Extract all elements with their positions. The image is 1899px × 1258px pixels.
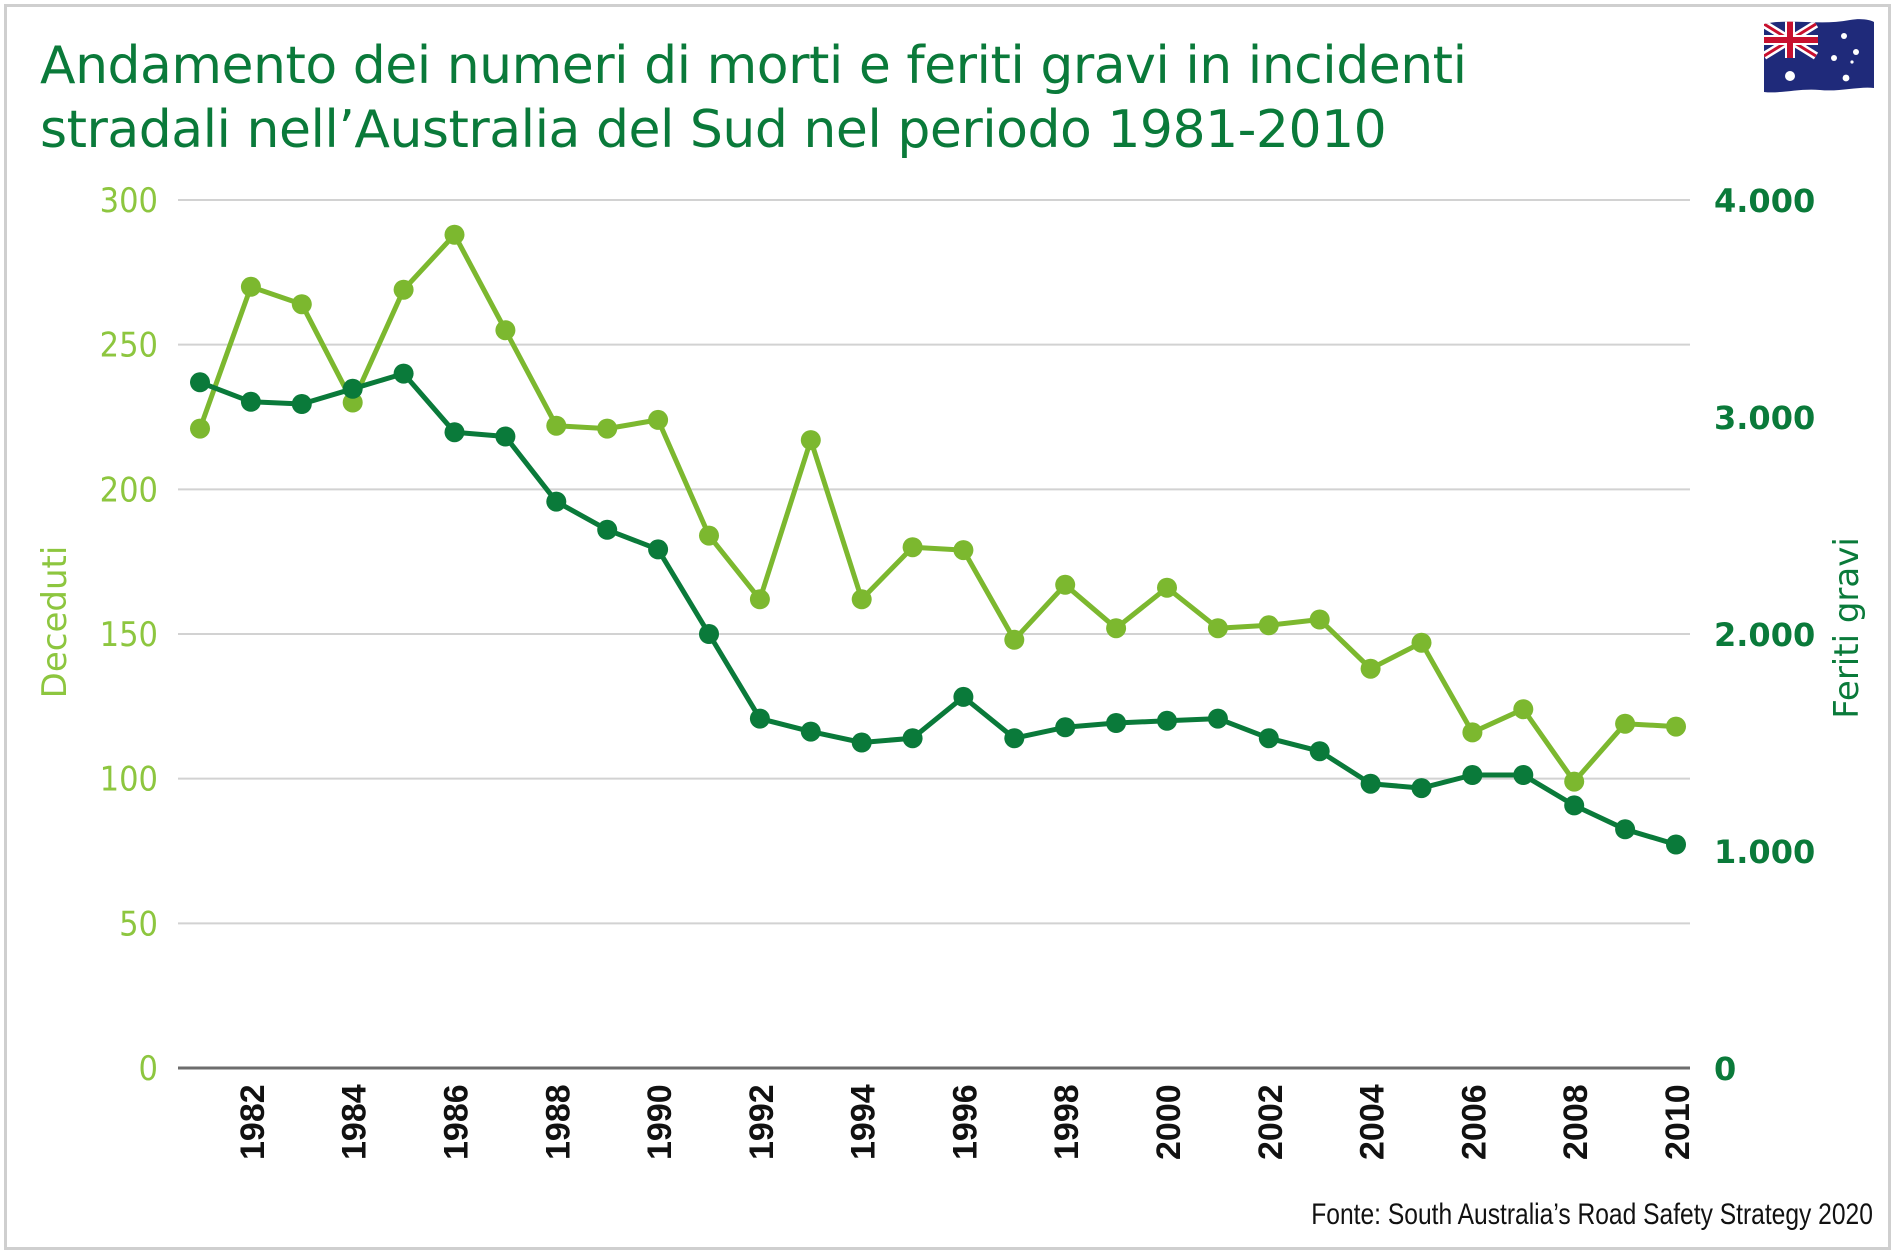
x-tick-label: 2004 bbox=[1354, 1084, 1392, 1160]
data-point-feriti-gravi bbox=[597, 519, 618, 540]
data-point-deceduti bbox=[1309, 609, 1330, 630]
data-point-deceduti bbox=[495, 320, 516, 341]
y-right-tick-label: 3.000 bbox=[1714, 399, 1815, 437]
data-point-deceduti bbox=[1462, 722, 1483, 743]
data-point-deceduti bbox=[699, 525, 719, 546]
data-point-feriti-gravi bbox=[342, 378, 363, 399]
data-point-feriti-gravi bbox=[851, 732, 872, 753]
data-point-feriti-gravi bbox=[444, 422, 465, 443]
data-point-deceduti bbox=[1564, 771, 1585, 792]
y-right-tick-label: 1.000 bbox=[1714, 833, 1815, 871]
data-point-feriti-gravi bbox=[291, 394, 312, 414]
x-tick-label: 1988 bbox=[539, 1084, 577, 1160]
data-point-deceduti bbox=[1615, 713, 1636, 734]
data-point-feriti-gravi bbox=[546, 491, 567, 512]
data-point-feriti-gravi bbox=[648, 539, 669, 560]
x-tick-label: 1992 bbox=[743, 1084, 781, 1160]
x-tick-label: 1986 bbox=[437, 1084, 475, 1160]
data-point-deceduti bbox=[1411, 632, 1432, 653]
data-point-deceduti bbox=[648, 409, 669, 430]
chart-frame bbox=[4, 4, 1891, 1250]
data-point-feriti-gravi bbox=[1309, 741, 1330, 762]
chart-title: Andamento dei numeri di morti e feriti g… bbox=[40, 34, 1540, 162]
data-point-deceduti bbox=[342, 392, 363, 413]
data-point-deceduti bbox=[1207, 618, 1228, 639]
y-right-tick-label: 2.000 bbox=[1714, 616, 1815, 654]
data-point-feriti-gravi bbox=[1666, 834, 1686, 855]
x-tick-label: 2006 bbox=[1455, 1084, 1493, 1160]
data-point-deceduti bbox=[393, 279, 414, 300]
data-point-feriti-gravi bbox=[749, 708, 770, 729]
y-left-tick-label: 0 bbox=[139, 1049, 158, 1089]
data-point-feriti-gravi bbox=[495, 426, 516, 447]
data-point-feriti-gravi bbox=[800, 721, 821, 742]
data-point-feriti-gravi bbox=[1157, 710, 1177, 731]
data-point-deceduti bbox=[1106, 618, 1127, 639]
x-tick-label: 1994 bbox=[845, 1084, 883, 1160]
y-right-axis-label: Feriti gravi bbox=[1827, 537, 1867, 719]
x-tick-label: 2008 bbox=[1557, 1084, 1595, 1160]
x-tick-label: 1990 bbox=[641, 1084, 679, 1160]
x-tick-label: 1984 bbox=[336, 1084, 374, 1160]
data-point-deceduti bbox=[1360, 658, 1381, 679]
x-tick-label: 2010 bbox=[1659, 1084, 1697, 1160]
data-point-deceduti bbox=[953, 540, 974, 561]
data-point-deceduti bbox=[1666, 716, 1686, 737]
chart-title-line-1: Andamento dei numeri di morti e feriti g… bbox=[40, 36, 1467, 96]
y-left-tick-label: 200 bbox=[100, 470, 158, 510]
data-point-deceduti bbox=[1157, 577, 1177, 598]
data-point-feriti-gravi bbox=[1513, 765, 1534, 785]
data-point-deceduti bbox=[1258, 615, 1279, 636]
y-left-axis-label: Deceduti bbox=[35, 546, 75, 699]
data-point-deceduti bbox=[1055, 574, 1076, 595]
series-line-feriti-gravi bbox=[199, 371, 1677, 847]
data-point-feriti-gravi bbox=[1411, 778, 1432, 799]
data-point-deceduti bbox=[1004, 629, 1025, 650]
x-tick-label: 1996 bbox=[946, 1084, 984, 1160]
series-line-deceduti bbox=[197, 232, 1677, 785]
data-point-feriti-gravi bbox=[699, 624, 719, 644]
y-left-tick-label: 50 bbox=[119, 904, 158, 944]
data-point-deceduti bbox=[597, 418, 618, 439]
data-point-deceduti bbox=[291, 294, 312, 315]
data-point-feriti-gravi bbox=[1258, 728, 1279, 749]
y-left-tick-label: 250 bbox=[100, 326, 158, 366]
data-point-deceduti bbox=[851, 589, 872, 610]
data-point-feriti-gravi bbox=[1615, 819, 1636, 840]
data-point-deceduti bbox=[444, 224, 465, 245]
data-point-feriti-gravi bbox=[953, 686, 974, 707]
data-point-deceduti bbox=[1513, 699, 1534, 720]
y-right-tick-label: 4.000 bbox=[1714, 182, 1815, 220]
data-point-deceduti bbox=[546, 415, 567, 436]
data-point-feriti-gravi bbox=[1055, 717, 1076, 738]
y-right-tick-label: 0 bbox=[1714, 1050, 1736, 1088]
data-point-feriti-gravi bbox=[1564, 795, 1585, 816]
data-point-deceduti bbox=[749, 589, 770, 610]
y-left-tick-label: 300 bbox=[100, 181, 158, 221]
y-left-tick-label: 100 bbox=[100, 760, 158, 800]
x-tick-label: 1982 bbox=[234, 1084, 272, 1160]
data-point-deceduti bbox=[190, 418, 210, 439]
australia-flag-icon bbox=[1764, 19, 1874, 93]
data-point-feriti-gravi bbox=[190, 372, 210, 393]
x-tick-label: 2002 bbox=[1252, 1084, 1290, 1160]
data-point-feriti-gravi bbox=[1207, 708, 1228, 729]
data-point-feriti-gravi bbox=[1360, 773, 1381, 794]
data-point-feriti-gravi bbox=[240, 391, 261, 412]
y-left-tick-label: 150 bbox=[100, 615, 158, 655]
data-point-deceduti bbox=[800, 430, 821, 451]
x-tick-label: 2000 bbox=[1150, 1084, 1188, 1160]
data-point-deceduti bbox=[240, 276, 261, 297]
data-point-feriti-gravi bbox=[1004, 728, 1025, 749]
data-point-feriti-gravi bbox=[902, 728, 923, 749]
chart-title-line-2: stradali nell’Australia del Sud nel peri… bbox=[40, 100, 1387, 160]
data-point-deceduti bbox=[902, 537, 923, 558]
data-point-feriti-gravi bbox=[1462, 765, 1483, 785]
data-point-feriti-gravi bbox=[1106, 713, 1127, 733]
x-tick-label: 1998 bbox=[1048, 1084, 1086, 1160]
source-note: Fonte: South Australia’s Road Safety Str… bbox=[1311, 1198, 1873, 1231]
data-point-feriti-gravi bbox=[393, 363, 414, 384]
